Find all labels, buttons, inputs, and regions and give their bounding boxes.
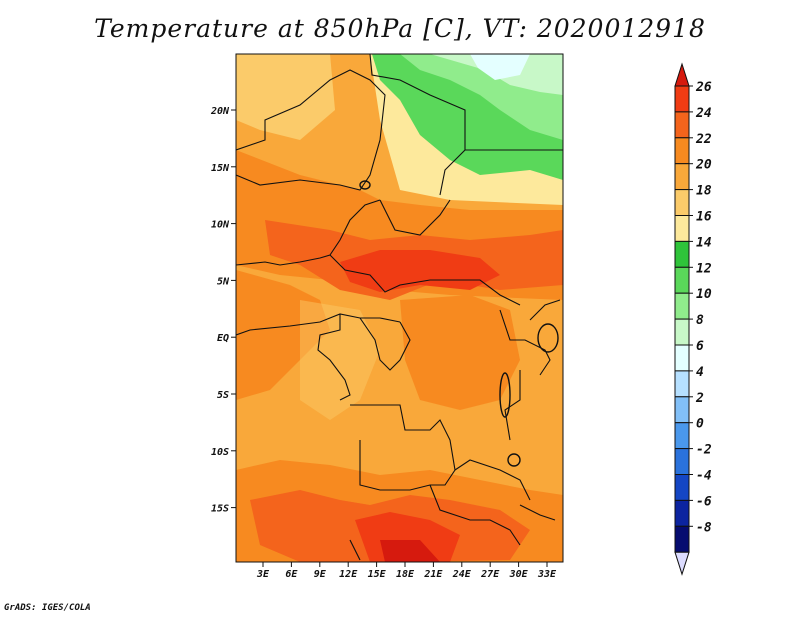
- map-frame: [235, 53, 564, 563]
- lat-tick-label: 15S: [211, 504, 229, 515]
- lon-tick-label: 27E: [480, 569, 500, 580]
- colorbar-swatch: [674, 525, 690, 553]
- colorbar-swatch: [674, 474, 690, 501]
- field-20-22-congo: [400, 295, 520, 410]
- map-title: Temperature at 850hPa [C], VT: 202001291…: [94, 14, 706, 43]
- lon-tick-label: 3E: [256, 569, 270, 580]
- colorbar-label: 12: [696, 261, 712, 276]
- lon-tick-label: 21E: [423, 569, 443, 580]
- colorbar-swatch: [674, 163, 690, 191]
- colorbar-swatch: [674, 396, 690, 424]
- colorbar-swatch: [674, 370, 690, 398]
- lat-tick-label: 5S: [217, 390, 229, 401]
- country-borders: [236, 54, 563, 561]
- lon-tick-label: 15E: [368, 569, 387, 580]
- lon-tick-label: 12E: [339, 569, 358, 580]
- colorbar-swatch: [674, 344, 690, 372]
- colorbar-label: 6: [696, 339, 704, 354]
- colorbar-label: 18: [696, 184, 712, 199]
- colorbar-label: 24: [695, 106, 712, 121]
- colorbar-label: 0: [696, 417, 704, 432]
- colorbar-swatch: [674, 499, 690, 527]
- colorbar-swatch: [674, 137, 690, 165]
- lon-tick-label: 24E: [452, 569, 472, 580]
- lon-tick-label: 33E: [537, 569, 557, 580]
- colorbar-label: 22: [695, 132, 712, 147]
- latitude-axis: 20N 15N 10N 5N EQ 5S 10S 15S: [210, 106, 236, 515]
- temperature-field: [236, 54, 563, 562]
- colorbar-swatch: [674, 215, 690, 242]
- colorbar-label: 10: [696, 287, 712, 302]
- colorbar-label: 14: [696, 235, 712, 250]
- colorbar-label: -4: [696, 469, 712, 484]
- colorbar-label: -2: [696, 443, 712, 458]
- colorbar-label: 16: [696, 210, 712, 225]
- colorbar-label: -6: [696, 494, 712, 509]
- field-20-22-west: [236, 270, 330, 400]
- lat-tick-label: EQ: [217, 333, 229, 344]
- lat-tick-label: 10N: [211, 220, 230, 231]
- field-24-26-core: [340, 250, 500, 292]
- lon-tick-label: 30E: [509, 569, 529, 580]
- colorbar-swatch: [674, 85, 690, 113]
- colorbar-label: 8: [696, 313, 704, 328]
- lat-tick-label: 5N: [217, 276, 230, 287]
- lat-tick-label: 10S: [211, 447, 229, 458]
- longitude-axis: 3E 6E 9E 12E 15E 18E 21E 24E 27E 30E 33E: [256, 562, 557, 580]
- lakes: [359, 180, 559, 467]
- colorbar-label: -8: [696, 520, 712, 535]
- colorbar-swatch: [674, 266, 690, 294]
- colorbar-swatch: [674, 292, 690, 320]
- colorbar-bottom-arrow: [674, 551, 690, 576]
- lon-tick-label: 9E: [314, 569, 327, 580]
- colorbar-swatch: [674, 240, 690, 268]
- lat-tick-label: 20N: [210, 106, 230, 117]
- field-24-26-south: [355, 512, 460, 562]
- colorbar-label: 20: [695, 158, 712, 173]
- lon-tick-label: 18E: [396, 569, 415, 580]
- colorbar-label: 4: [696, 365, 704, 380]
- lon-tick-label: 6E: [285, 569, 298, 580]
- colorbar-swatch: [674, 318, 690, 346]
- grads-credit: GrADS: IGES/COLA: [4, 603, 91, 613]
- colorbar-label: 2: [695, 391, 704, 406]
- colorbar-swatch: [674, 422, 690, 450]
- field-26-plus: [380, 540, 440, 562]
- lat-tick-label: 15N: [211, 163, 230, 174]
- colorbar-swatch: [674, 448, 690, 476]
- colorbar-top-arrow: [674, 62, 690, 87]
- field-16-18-north: [236, 54, 335, 140]
- colorbar-swatch: [674, 111, 690, 139]
- field-16-18-west-patch: [300, 300, 380, 420]
- field-4-6: [470, 54, 530, 80]
- colorbar-label: 26: [695, 80, 712, 95]
- colorbar-swatch: [674, 189, 690, 217]
